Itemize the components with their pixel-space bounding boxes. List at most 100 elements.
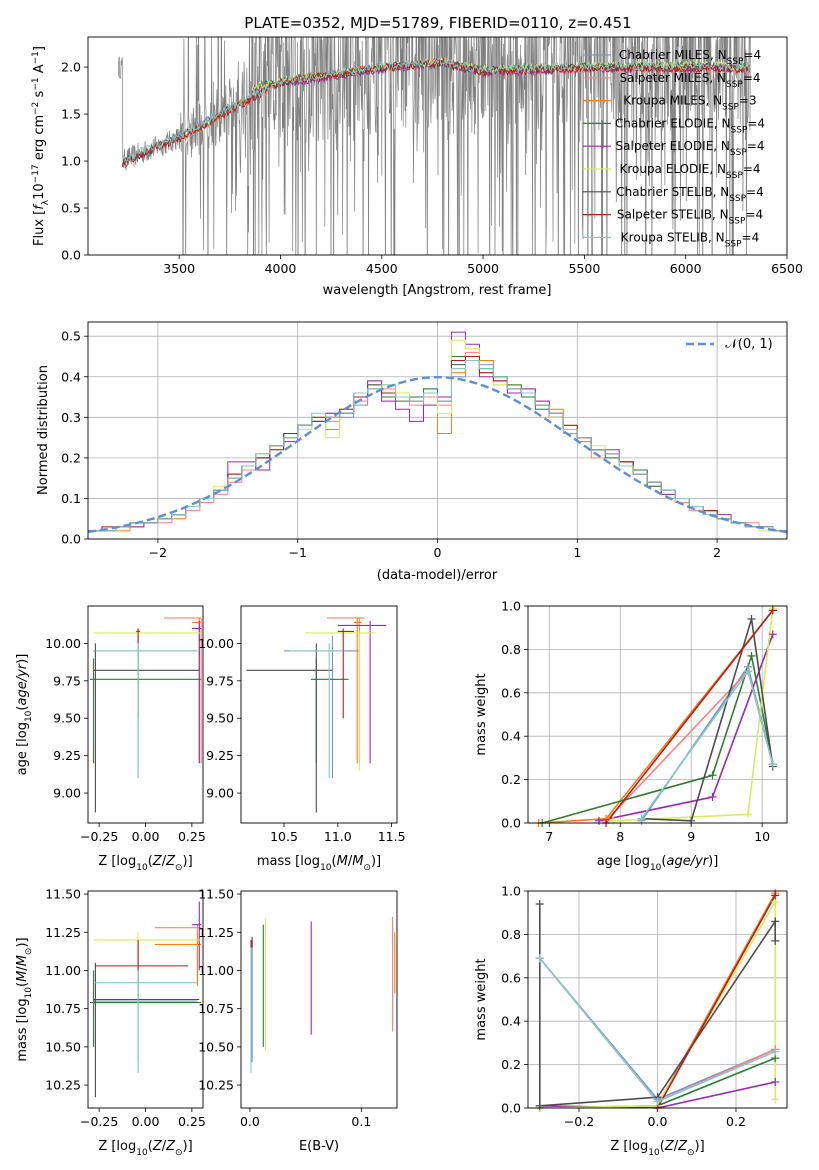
- tick-label-x: 11.5: [378, 829, 406, 844]
- weight-marker: [535, 954, 544, 963]
- tick-label-x: 6000: [670, 261, 702, 276]
- tick-label-x: −2: [149, 545, 167, 560]
- tick-label-x: 1: [573, 545, 581, 560]
- tick-label-y: 10.25: [198, 1078, 234, 1093]
- figure-title: PLATE=0352, MJD=51789, FIBERID=0110, z=0…: [244, 14, 631, 32]
- legend-entry: Kroupa ELODIE, NSSP=4: [619, 162, 760, 181]
- tick-label-x: 5500: [568, 261, 600, 276]
- axes-frame: [87, 605, 204, 824]
- legend-entry: Salpeter ELODIE, NSSP=4: [616, 139, 765, 158]
- weight-marker: [771, 1047, 780, 1056]
- tick-label-y: 11.50: [45, 887, 81, 902]
- legend-entry: Salpeter MILES, NSSP=4: [619, 71, 760, 90]
- panel-residual_hist: −2 −1 0 1 2 0.0 0.1 0.2 0.3 0.4 0.5 𝒩(0, 1) (data-mo…: [36, 321, 788, 583]
- weight-line: [605, 609, 774, 823]
- legend-entry: Chabrier MILES, NSSP=4: [619, 48, 761, 67]
- tick-label-y: 10.00: [198, 636, 234, 651]
- legend-entry: Kroupa MILES, NSSP=3: [623, 94, 756, 113]
- tick-label-x: −0.25: [80, 829, 118, 844]
- tick-label-x: 0.00: [132, 829, 160, 844]
- tick-label-y: 2.0: [61, 60, 81, 75]
- tick-label-y: 9.25: [206, 748, 234, 763]
- panel-mass_weight_vs_age: 7 8 9 10 0.0 0.2 0.4 0.6 0.8 1.0 age [log10(age/yr…: [474, 599, 788, 873]
- tick-label-y: 9.25: [53, 748, 81, 763]
- x-axis-label: mass [log10(M/M⊙)]: [257, 854, 381, 873]
- weight-line: [656, 894, 776, 1108]
- tick-label-x: −0.25: [80, 1114, 118, 1129]
- tick-label-x: 4000: [265, 261, 297, 276]
- y-axis-label: Normed distribution: [36, 365, 51, 495]
- weight-marker: [771, 1095, 780, 1104]
- tick-label-x: 10: [754, 829, 770, 844]
- legend-entry: 𝒩(0, 1): [725, 337, 772, 352]
- panel-mass_weight_vs_Z: −0.2 0.0 0.2 0.0 0.2 0.4 0.6 0.8 1.0 Z [log10(Z/Z…: [474, 884, 788, 1158]
- x-axis-label: wavelength [Angstrom, rest frame]: [323, 283, 552, 298]
- tick-label-y: 0.5: [61, 329, 81, 344]
- tick-label-x: 8: [616, 829, 624, 844]
- tick-label-x: 4500: [366, 261, 398, 276]
- tick-label-y: 0.6: [501, 970, 521, 985]
- tick-label-x: 9: [687, 829, 695, 844]
- weight-marker: [771, 917, 780, 926]
- tick-label-y: 9.00: [206, 786, 234, 801]
- plot-area: [88, 606, 203, 823]
- weight-marker: [771, 936, 780, 945]
- tick-label-y: 0.8: [501, 927, 521, 942]
- tick-label-x: 0.0: [240, 1114, 260, 1129]
- histogram-step: [88, 360, 787, 539]
- tick-label-x: 5000: [467, 261, 499, 276]
- axes-frame: [240, 890, 398, 1109]
- error-bars: [250, 916, 396, 1073]
- weight-marker: [743, 667, 752, 676]
- weight-marker: [535, 900, 544, 909]
- tick-label-y: 9.50: [53, 711, 81, 726]
- tick-label-y: 1.5: [61, 107, 81, 122]
- panel-age_vs_mass: 10.5 11.0 11.5 9.00 9.25 9.50 9.75 10.00 mass [l…: [198, 605, 406, 873]
- tick-label-y: 0.4: [61, 369, 81, 384]
- y-axis-label: mass [log10(M/M⊙)]: [15, 937, 34, 1061]
- tick-label-y: 0.5: [61, 201, 81, 216]
- model-spectrum: [121, 57, 751, 164]
- tick-label-x: 0.1: [351, 1114, 371, 1129]
- tick-label-y: 11.25: [45, 925, 81, 940]
- tick-label-x: 0.00: [132, 1114, 160, 1129]
- tick-label-y: 0.8: [501, 642, 521, 657]
- tick-label-x: 0: [434, 545, 442, 560]
- tick-label-x: 3500: [163, 261, 195, 276]
- y-axis-label: mass weight: [474, 673, 489, 755]
- weight-marker: [771, 1077, 780, 1086]
- x-axis-label: E(B-V): [299, 1139, 339, 1154]
- weight-marker: [708, 792, 717, 801]
- tick-label-y: 0.0: [501, 816, 521, 831]
- weight-marker: [535, 1101, 544, 1110]
- y-axis-label: mass weight: [474, 958, 489, 1040]
- tick-label-y: 0.3: [61, 410, 81, 425]
- panel-mass_vs_Z: −0.25 0.00 0.25 10.25 10.50 10.75 11.00 11.25 11…: [15, 887, 206, 1158]
- tick-label-y: 0.2: [501, 772, 521, 787]
- tick-label-y: 10.75: [45, 1001, 81, 1016]
- tick-label-y: 10.50: [198, 1039, 234, 1054]
- weight-marker: [768, 606, 777, 615]
- tick-label-y: 10.00: [45, 636, 81, 651]
- tick-label-y: 11.00: [45, 963, 81, 978]
- error-bars: [89, 617, 202, 813]
- axes-frame: [240, 605, 398, 824]
- tick-label-x: 6500: [771, 261, 803, 276]
- tick-label-x: 0.25: [178, 829, 206, 844]
- legend-entry: Salpeter STELIB, NSSP=4: [617, 208, 763, 227]
- tick-label-y: 11.50: [198, 887, 234, 902]
- weight-marker: [594, 816, 603, 825]
- tick-label-y: 0.2: [61, 450, 81, 465]
- tick-label-y: 0.0: [61, 532, 81, 547]
- plot-area: [241, 606, 397, 823]
- y-axis-label: Flux [fλ10−17 erg cm−2 s−1 A−1]: [31, 46, 51, 246]
- tick-label-x: 0.25: [178, 1114, 206, 1129]
- tick-label-y: 1.0: [501, 884, 521, 899]
- tick-label-y: 0.0: [61, 248, 81, 263]
- tick-label-x: 0.2: [726, 1114, 746, 1129]
- legend-entry: Kroupa STELIB, NSSP=4: [621, 230, 759, 249]
- tick-label-y: 1.0: [501, 599, 521, 614]
- weight-marker: [747, 651, 756, 660]
- y-axis-label: age [log10(age/yr)]: [15, 654, 34, 776]
- weight-marker: [768, 630, 777, 639]
